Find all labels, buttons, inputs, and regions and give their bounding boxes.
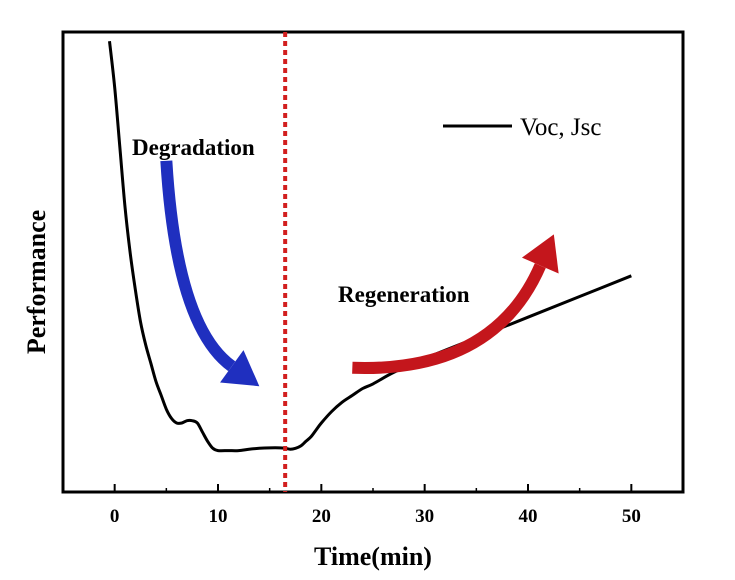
x-tick-label: 30 xyxy=(415,506,434,527)
series-layer xyxy=(108,41,632,453)
x-tick-label: 0 xyxy=(110,506,120,527)
regeneration-label: Regeneration xyxy=(338,282,470,307)
legend-label: Voc, Jsc xyxy=(520,114,601,141)
x-tick-label: 40 xyxy=(519,506,538,527)
x-axis-title: Time(min) xyxy=(314,542,432,571)
y-axis-title: Performance xyxy=(22,210,51,354)
degradation-arrow-shaft xyxy=(160,160,236,372)
x-axis-ticks xyxy=(113,484,633,492)
degradation-label: Degradation xyxy=(132,135,255,160)
x-axis-tick-labels: 0 10 20 30 40 50 xyxy=(110,506,641,527)
arrows-layer xyxy=(160,160,559,387)
x-tick-label: 20 xyxy=(312,506,331,527)
x-tick-label: 10 xyxy=(209,506,228,527)
degradation-arrow-head xyxy=(220,350,260,387)
legend: Voc, Jsc xyxy=(443,114,601,141)
plot-frame xyxy=(61,30,685,494)
series-line-voc-jsc xyxy=(108,41,632,453)
regeneration-arrow-shaft xyxy=(352,263,546,374)
x-tick-label: 50 xyxy=(622,506,641,527)
regeneration-arrow-head xyxy=(521,234,559,274)
